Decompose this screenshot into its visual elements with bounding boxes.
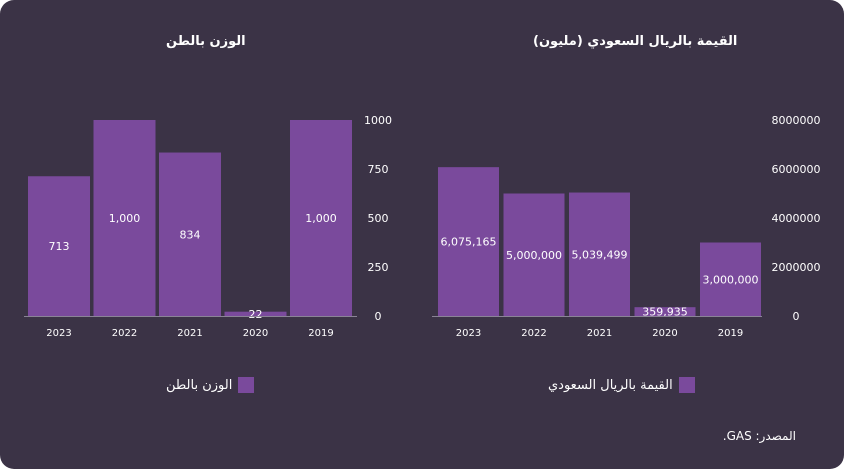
value-chart-title: القيمة بالريال السعودي (مليون) xyxy=(533,34,738,49)
weight-ytick-label: 750 xyxy=(368,163,389,176)
source-note: المصدر: GAS. xyxy=(722,429,796,443)
weight-legend-swatch xyxy=(238,377,255,393)
weight-ytick-label: 250 xyxy=(368,261,389,274)
value-value-label: 5,000,000 xyxy=(506,249,562,262)
value-value-label: 359,935 xyxy=(642,306,688,319)
value-ytick-label: 6000000 xyxy=(772,163,821,176)
value-value-label: 5,039,499 xyxy=(572,248,628,261)
weight-chart-title: الوزن بالطن xyxy=(166,34,246,49)
weight-legend-label: الوزن بالطن xyxy=(166,377,233,393)
value-category-label: 2020 xyxy=(652,328,677,339)
weight-bar-2021 xyxy=(159,152,221,316)
weight-value-label: 22 xyxy=(249,308,263,321)
weight-chart-legend: الوزن بالطن xyxy=(166,376,255,394)
value-bar-2021 xyxy=(569,192,630,316)
value-legend-label: القيمة بالريال السعودي xyxy=(548,377,673,393)
value-ytick-label: 2000000 xyxy=(772,261,821,274)
weight-ytick-label: 1000 xyxy=(364,114,392,127)
weight-ytick-label: 500 xyxy=(368,212,389,225)
value-category-label: 2023 xyxy=(456,328,481,339)
value-value-label: 6,075,165 xyxy=(441,236,497,249)
weight-category-label: 2023 xyxy=(46,328,71,339)
value-chart-legend: القيمة بالريال السعودي xyxy=(548,376,695,394)
weight-bar-2019 xyxy=(290,120,352,316)
value-bar-2020 xyxy=(634,307,696,316)
weight-category-label: 2022 xyxy=(112,328,137,339)
value-category-label: 2019 xyxy=(718,328,743,339)
value-bar-2022 xyxy=(503,193,565,316)
weight-value-label: 1,000 xyxy=(305,212,337,225)
value-ytick-label: 8000000 xyxy=(772,114,821,127)
weight-ytick-label: 0 xyxy=(375,310,382,323)
weight-category-label: 2021 xyxy=(177,328,202,339)
value-ytick-label: 0 xyxy=(793,310,800,323)
value-bar-2023 xyxy=(438,167,499,316)
weight-bar-2020 xyxy=(224,311,287,316)
value-bar-2019 xyxy=(700,242,761,316)
value-category-label: 2022 xyxy=(521,328,546,339)
weight-value-label: 1,000 xyxy=(109,212,141,225)
value-ytick-label: 4000000 xyxy=(772,212,821,225)
weight-category-label: 2020 xyxy=(243,328,268,339)
weight-value-label: 713 xyxy=(49,240,70,253)
value-legend-swatch xyxy=(678,377,695,393)
weight-bar-2023 xyxy=(28,176,90,316)
value-category-label: 2021 xyxy=(587,328,612,339)
value-value-label: 3,000,000 xyxy=(703,273,759,286)
weight-bar-2022 xyxy=(93,120,156,316)
weight-value-label: 834 xyxy=(180,228,201,241)
weight-category-label: 2019 xyxy=(308,328,333,339)
